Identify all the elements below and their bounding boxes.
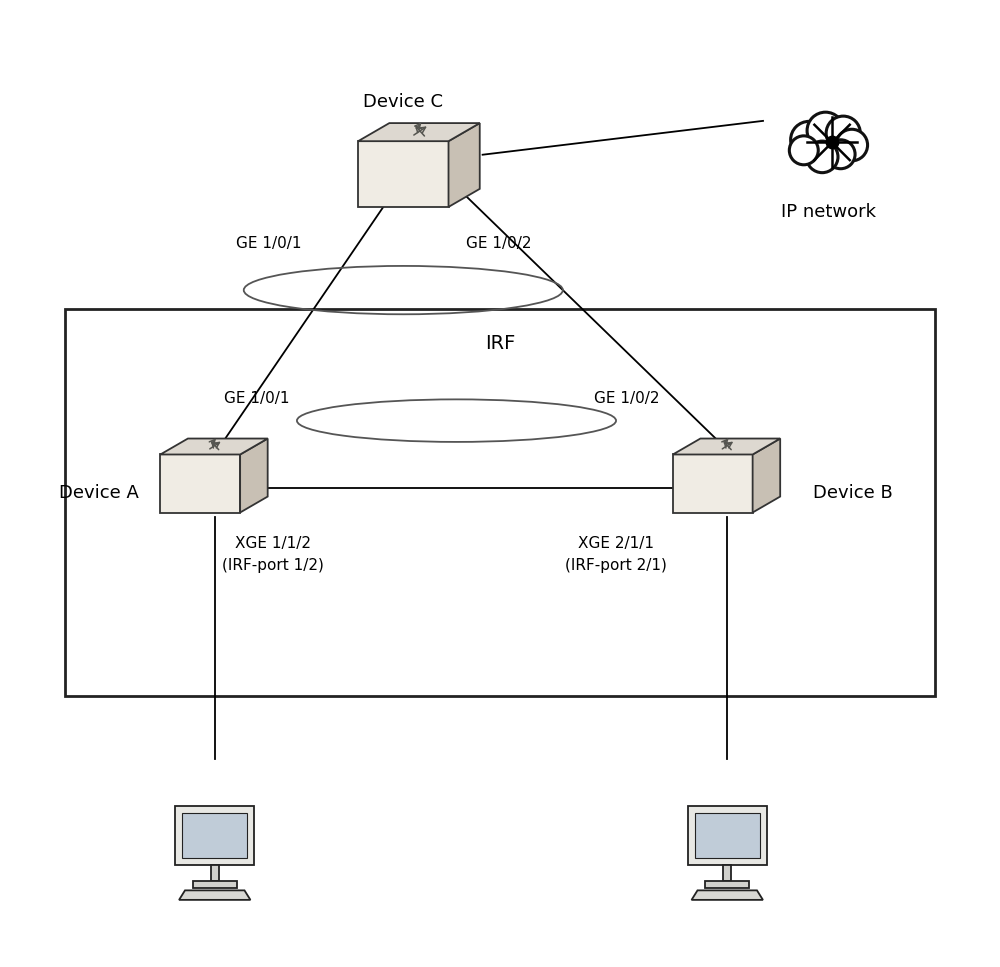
Polygon shape (358, 141, 449, 207)
Text: IP network: IP network (781, 203, 876, 221)
Bar (175, 806, 254, 865)
Bar (65, 309, 935, 696)
Text: Device C: Device C (363, 93, 443, 111)
Text: GE 1/0/1: GE 1/0/1 (236, 236, 302, 251)
Text: Device A: Device A (59, 484, 139, 502)
Bar (705, 881, 749, 889)
Polygon shape (160, 438, 268, 454)
Text: IRF: IRF (485, 334, 515, 353)
Polygon shape (358, 123, 480, 141)
Polygon shape (673, 454, 753, 513)
Text: GE 1/0/2: GE 1/0/2 (466, 236, 532, 251)
Text: XGE 2/1/1: XGE 2/1/1 (578, 536, 654, 551)
Circle shape (791, 122, 827, 159)
Text: GE 1/0/1: GE 1/0/1 (224, 391, 290, 406)
Circle shape (806, 141, 838, 173)
Bar (688, 806, 767, 865)
Polygon shape (240, 438, 268, 513)
Circle shape (807, 112, 844, 149)
Circle shape (836, 130, 868, 161)
Text: XGE 1/1/2: XGE 1/1/2 (235, 536, 311, 551)
Polygon shape (160, 454, 240, 513)
Polygon shape (449, 123, 480, 207)
Circle shape (826, 140, 855, 168)
Bar (211, 865, 219, 881)
Text: Device B: Device B (813, 484, 893, 502)
Polygon shape (673, 438, 780, 454)
Text: (IRF-port 1/2): (IRF-port 1/2) (222, 558, 324, 573)
Bar (182, 813, 247, 858)
Circle shape (826, 116, 860, 150)
Bar (193, 881, 237, 889)
Bar (723, 865, 731, 881)
Polygon shape (179, 891, 250, 900)
Text: GE 1/0/2: GE 1/0/2 (594, 391, 660, 406)
Polygon shape (753, 438, 780, 513)
Bar (695, 813, 760, 858)
Circle shape (789, 135, 818, 164)
Polygon shape (692, 891, 763, 900)
Text: (IRF-port 2/1): (IRF-port 2/1) (565, 558, 667, 573)
